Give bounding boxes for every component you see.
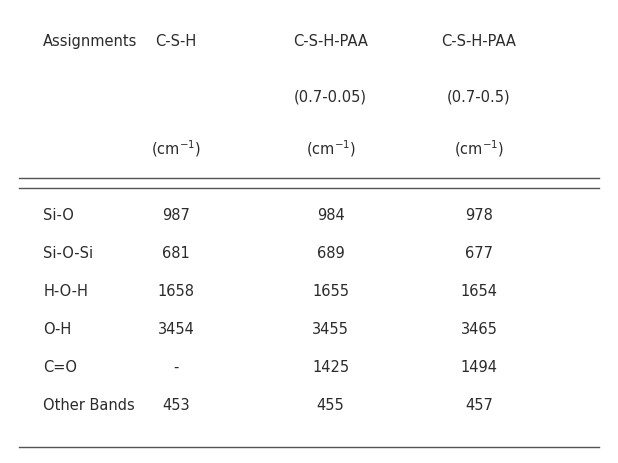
Text: 987: 987: [162, 208, 190, 223]
Text: C-S-H-PAA: C-S-H-PAA: [293, 34, 368, 49]
Text: Other Bands: Other Bands: [43, 398, 135, 413]
Text: 3455: 3455: [312, 322, 349, 337]
Text: (cm$^{-1}$): (cm$^{-1}$): [151, 138, 201, 158]
Text: 453: 453: [163, 398, 190, 413]
Text: (0.7-0.5): (0.7-0.5): [447, 90, 510, 105]
Text: Si-O: Si-O: [43, 208, 74, 223]
Text: 1425: 1425: [312, 360, 349, 375]
Text: 3454: 3454: [158, 322, 195, 337]
Text: (cm$^{-1}$): (cm$^{-1}$): [454, 138, 504, 158]
Text: 681: 681: [163, 246, 190, 261]
Text: 455: 455: [317, 398, 344, 413]
Text: 1654: 1654: [460, 284, 497, 299]
Text: C=O: C=O: [43, 360, 77, 375]
Text: 457: 457: [465, 398, 493, 413]
Text: 1658: 1658: [158, 284, 195, 299]
Text: 677: 677: [465, 246, 493, 261]
Text: O-H: O-H: [43, 322, 72, 337]
Text: 1494: 1494: [460, 360, 497, 375]
Text: H-O-H: H-O-H: [43, 284, 88, 299]
Text: 689: 689: [317, 246, 344, 261]
Text: 3465: 3465: [460, 322, 497, 337]
Text: (cm$^{-1}$): (cm$^{-1}$): [305, 138, 356, 158]
Text: Si-O-Si: Si-O-Si: [43, 246, 93, 261]
Text: 1655: 1655: [312, 284, 349, 299]
Text: Assignments: Assignments: [43, 34, 138, 49]
Text: C-S-H: C-S-H: [156, 34, 197, 49]
Text: 978: 978: [465, 208, 493, 223]
Text: 984: 984: [317, 208, 344, 223]
Text: C-S-H-PAA: C-S-H-PAA: [441, 34, 517, 49]
Text: (0.7-0.05): (0.7-0.05): [294, 90, 367, 105]
Text: -: -: [174, 360, 179, 375]
